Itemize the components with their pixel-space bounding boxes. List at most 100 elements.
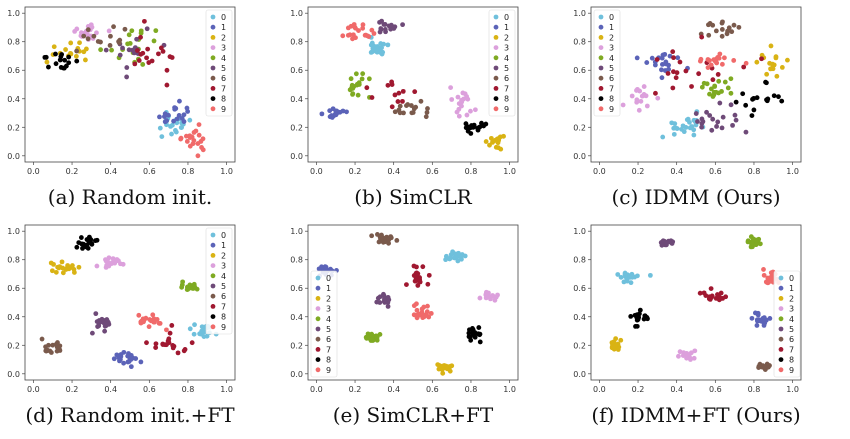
point-class-8 — [74, 58, 80, 64]
point-class-2 — [449, 363, 455, 369]
legend-label: 0 — [221, 231, 226, 240]
point-class-2 — [483, 139, 489, 144]
point-class-7 — [689, 84, 694, 89]
point-class-9 — [350, 36, 355, 42]
point-class-4 — [350, 91, 356, 97]
point-class-8 — [771, 93, 777, 99]
point-class-7 — [364, 85, 370, 91]
point-class-7 — [146, 60, 152, 65]
point-class-8 — [80, 241, 86, 247]
point-class-4 — [151, 38, 157, 44]
legend-label: 5 — [326, 325, 331, 334]
point-class-8 — [63, 63, 69, 69]
point-class-9 — [425, 303, 430, 309]
point-class-7 — [158, 45, 164, 51]
point-class-4 — [753, 242, 759, 247]
scatter-plot: 0.0 0.2 0.4 0.6 0.8 1.0 0.0 0.2 0.4 0.6 0.8 1.0 012 3… — [290, 224, 519, 394]
point-class-1 — [181, 112, 187, 118]
point-class-5 — [699, 124, 705, 130]
point-class-3 — [641, 84, 647, 89]
point-class-3 — [468, 108, 473, 114]
point-class-3 — [456, 106, 462, 112]
legend-label: 7 — [221, 84, 226, 93]
point-class-8 — [477, 124, 483, 130]
point-class-9 — [717, 51, 723, 57]
point-class-7 — [677, 59, 683, 65]
point-class-6 — [719, 27, 725, 32]
point-class-4 — [353, 71, 359, 77]
point-class-0 — [691, 132, 697, 138]
point-class-7 — [400, 98, 405, 104]
point-class-7 — [138, 51, 144, 57]
point-class-7 — [175, 350, 181, 356]
y-tick-label: 1.0 — [7, 227, 20, 236]
point-class-4 — [127, 41, 133, 46]
point-class-1 — [663, 61, 669, 67]
legend-marker — [493, 96, 499, 101]
point-class-5 — [102, 323, 108, 329]
point-class-6 — [386, 236, 392, 242]
point-class-3 — [636, 107, 642, 113]
point-class-3 — [655, 95, 661, 101]
point-class-4 — [701, 80, 707, 86]
point-class-9 — [719, 61, 725, 67]
point-class-4 — [359, 76, 365, 82]
point-class-9 — [414, 301, 419, 307]
point-class-8 — [74, 244, 80, 250]
point-class-5 — [743, 129, 749, 135]
legend-label: 2 — [789, 294, 794, 303]
point-class-8 — [479, 120, 484, 126]
point-class-2 — [440, 370, 446, 376]
x-tick-label: 0.0 — [27, 385, 40, 394]
point-class-3 — [94, 30, 99, 36]
legend-label: 5 — [221, 282, 226, 291]
legend-label: 0 — [789, 274, 794, 283]
point-class-7 — [396, 90, 402, 96]
point-class-1 — [162, 114, 167, 119]
point-class-9 — [715, 55, 721, 60]
point-class-0 — [159, 134, 165, 139]
point-class-5 — [695, 119, 700, 124]
point-class-8 — [465, 124, 471, 130]
legend-label: 1 — [504, 23, 509, 32]
point-class-1 — [166, 112, 171, 118]
point-class-2 — [496, 135, 502, 141]
point-class-0 — [370, 46, 376, 52]
point-class-5 — [382, 27, 388, 32]
point-class-4 — [365, 335, 371, 341]
point-class-2 — [73, 53, 79, 59]
point-class-3 — [493, 294, 499, 300]
legend-marker — [315, 357, 321, 362]
legend-label: 5 — [789, 325, 794, 334]
legend-label: 2 — [326, 294, 331, 303]
point-class-2 — [501, 133, 506, 139]
legend-marker — [778, 347, 784, 352]
x-tick-label: 0.2 — [632, 167, 645, 176]
point-class-9 — [722, 55, 727, 61]
point-class-4 — [192, 284, 198, 290]
point-class-5 — [104, 317, 110, 322]
point-class-4 — [708, 86, 714, 92]
point-class-2 — [83, 46, 89, 52]
point-class-0 — [448, 255, 454, 261]
point-class-0 — [173, 129, 179, 135]
legend-label: 6 — [504, 74, 509, 83]
point-class-6 — [423, 114, 429, 120]
point-class-4 — [365, 331, 371, 337]
point-class-4 — [179, 284, 185, 290]
y-tick-label: 0.0 — [7, 152, 20, 161]
x-tick-label: 0.6 — [143, 385, 156, 394]
point-class-5 — [134, 36, 140, 42]
y-tick-label: 1.0 — [290, 227, 303, 236]
point-class-9 — [416, 312, 422, 318]
legend-marker — [778, 367, 784, 373]
point-class-4 — [355, 92, 361, 98]
point-class-6 — [117, 37, 123, 43]
point-class-9 — [420, 315, 426, 321]
legend-marker — [315, 336, 321, 342]
y-tick-label: 0.2 — [290, 123, 303, 132]
x-tick-label: 1.0 — [220, 385, 233, 394]
point-class-3 — [110, 256, 116, 261]
y-tick-label: 0.8 — [290, 38, 303, 47]
